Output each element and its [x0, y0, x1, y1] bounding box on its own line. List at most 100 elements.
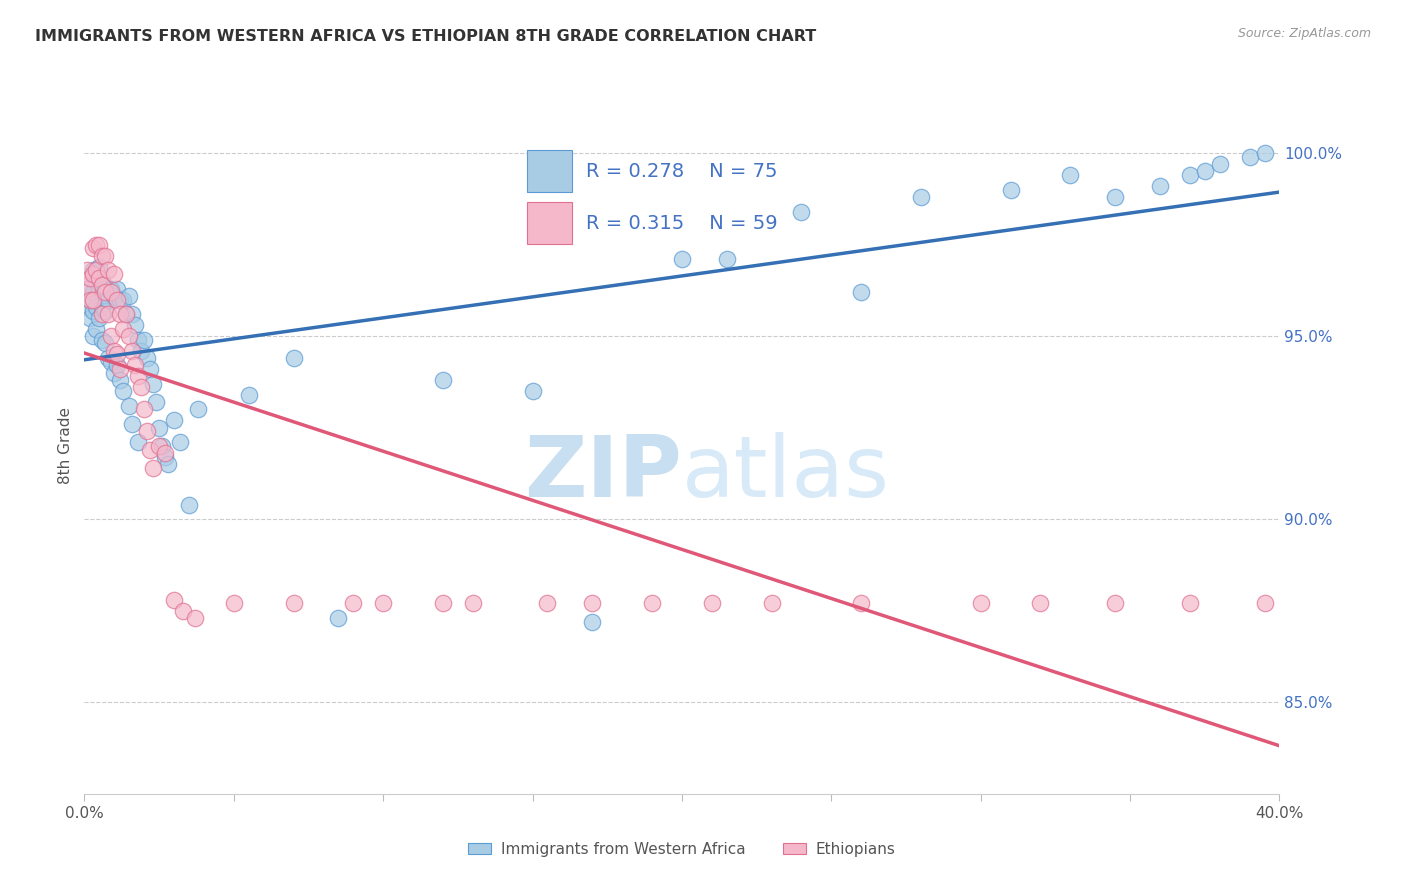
Point	[105, 293, 128, 307]
Point	[112, 322, 135, 336]
Point	[89, 237, 111, 252]
Point	[86, 322, 108, 336]
Point	[121, 417, 143, 431]
Point	[129, 343, 152, 358]
Point	[97, 307, 120, 321]
Point	[761, 597, 783, 611]
Point	[82, 263, 104, 277]
Point	[139, 362, 162, 376]
Point	[103, 343, 125, 358]
Point	[970, 597, 993, 611]
Point	[86, 263, 108, 277]
Point	[136, 351, 159, 365]
Point	[641, 597, 664, 611]
Point	[1209, 157, 1232, 171]
Point	[187, 402, 209, 417]
Point	[79, 293, 101, 307]
Point	[139, 442, 162, 457]
Text: R = 0.278    N = 75: R = 0.278 N = 75	[586, 161, 778, 181]
Point	[82, 293, 104, 307]
Point	[105, 347, 128, 361]
Point	[136, 425, 159, 439]
Point	[432, 597, 454, 611]
Point	[238, 388, 260, 402]
Point	[112, 293, 135, 307]
Point	[1194, 164, 1216, 178]
Point	[110, 373, 132, 387]
Point	[1059, 168, 1081, 182]
Point	[172, 604, 194, 618]
Point	[118, 289, 141, 303]
Text: R = 0.315    N = 59: R = 0.315 N = 59	[586, 214, 778, 233]
Point	[153, 446, 176, 460]
Point	[132, 402, 156, 417]
Point	[100, 285, 122, 300]
Point	[716, 252, 738, 267]
Point	[94, 303, 117, 318]
Point	[157, 458, 180, 472]
Point	[127, 333, 149, 347]
Point	[100, 355, 122, 369]
Y-axis label: 8th Grade: 8th Grade	[58, 408, 73, 484]
Point	[222, 597, 245, 611]
Point	[132, 333, 156, 347]
Point	[91, 333, 114, 347]
Point	[110, 293, 132, 307]
Point	[97, 351, 120, 365]
Point	[103, 289, 125, 303]
Point	[86, 274, 108, 288]
Point	[328, 611, 350, 625]
Point	[76, 281, 98, 295]
Text: IMMIGRANTS FROM WESTERN AFRICA VS ETHIOPIAN 8TH GRADE CORRELATION CHART: IMMIGRANTS FROM WESTERN AFRICA VS ETHIOP…	[35, 29, 817, 44]
Point	[97, 263, 120, 277]
Point	[86, 237, 108, 252]
Point	[91, 274, 114, 288]
Point	[105, 281, 128, 295]
Point	[1104, 597, 1126, 611]
Point	[94, 249, 117, 263]
Point	[1000, 183, 1022, 197]
FancyBboxPatch shape	[527, 150, 572, 192]
Point	[790, 204, 813, 219]
Point	[91, 300, 114, 314]
Point	[86, 300, 108, 314]
Point	[283, 351, 305, 365]
Point	[283, 597, 305, 611]
Point	[148, 439, 170, 453]
Point	[432, 373, 454, 387]
Point	[150, 439, 173, 453]
Point	[671, 252, 693, 267]
Point	[112, 384, 135, 398]
Point	[94, 281, 117, 295]
Point	[148, 420, 170, 434]
Point	[121, 343, 143, 358]
Point	[124, 359, 146, 373]
Point	[89, 270, 111, 285]
Point	[100, 329, 122, 343]
Point	[124, 318, 146, 333]
Point	[118, 399, 141, 413]
Point	[461, 597, 484, 611]
Point	[82, 285, 104, 300]
Point	[1178, 597, 1201, 611]
Point	[1178, 168, 1201, 182]
Point	[103, 366, 125, 380]
Point	[129, 380, 152, 394]
Point	[97, 293, 120, 307]
Point	[163, 413, 186, 427]
Point	[153, 450, 176, 464]
Point	[121, 307, 143, 321]
Point	[94, 285, 117, 300]
Text: ZIP: ZIP	[524, 433, 682, 516]
Point	[142, 376, 165, 391]
Point	[79, 293, 101, 307]
Point	[110, 307, 132, 321]
Point	[1149, 179, 1171, 194]
Point	[1253, 597, 1275, 611]
Point	[536, 597, 558, 611]
Point	[82, 303, 104, 318]
FancyBboxPatch shape	[527, 202, 572, 244]
Point	[1239, 150, 1261, 164]
Point	[103, 267, 125, 281]
Point	[115, 307, 138, 321]
